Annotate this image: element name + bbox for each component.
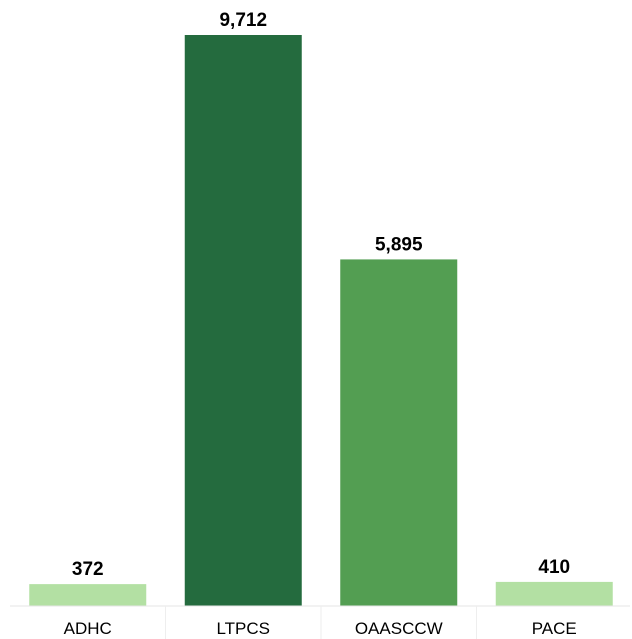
value-label-pace: 410 <box>538 557 570 578</box>
value-label-oaasccw: 5,895 <box>375 234 423 255</box>
x-ticks-group: ADHC LTPCS OAASCCW PACE <box>64 606 577 639</box>
bars-group <box>29 35 613 606</box>
bar-oaasccw <box>340 259 458 606</box>
bar-adhc <box>29 584 147 606</box>
x-tick-label-pace: PACE <box>532 619 577 638</box>
value-label-adhc: 372 <box>72 559 104 580</box>
bar-pace <box>495 581 613 606</box>
x-tick-label-oaasccw: OAASCCW <box>355 619 443 638</box>
x-tick-label-ltpcs: LTPCS <box>216 619 270 638</box>
x-tick-label-adhc: ADHC <box>64 619 112 638</box>
bar-ltpcs <box>184 35 302 606</box>
value-labels-group: 372 9,712 5,895 410 <box>72 10 570 580</box>
value-label-ltpcs: 9,712 <box>219 10 267 31</box>
